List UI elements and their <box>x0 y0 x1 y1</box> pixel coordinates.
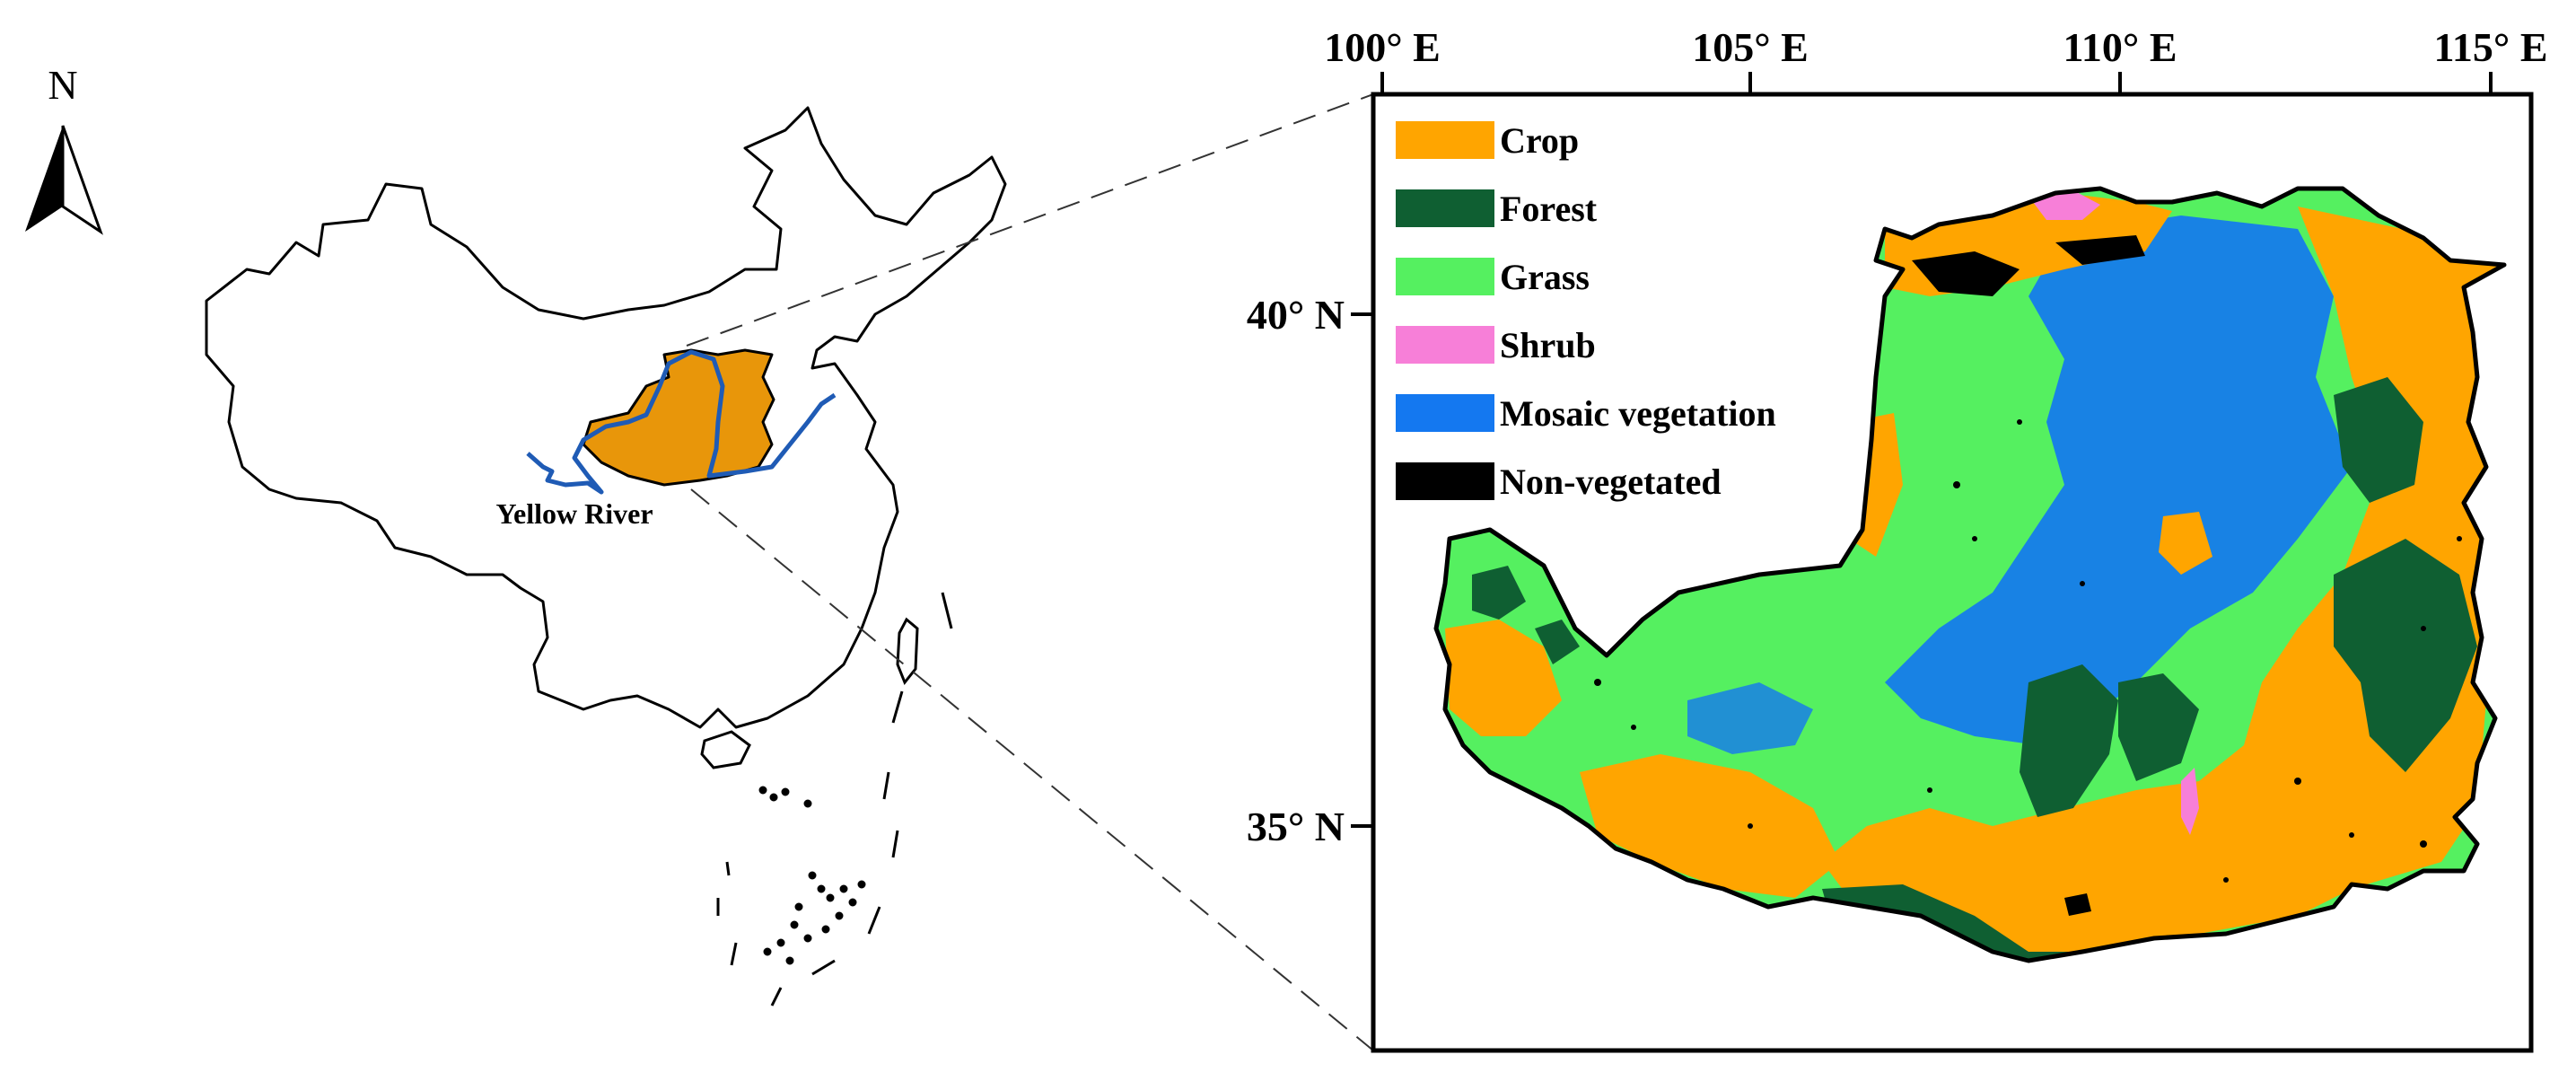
landcover-forest <box>2334 539 2477 772</box>
legend-label: Mosaic vegetation <box>1500 393 1776 434</box>
taiwan-island <box>896 617 919 685</box>
landcover-nonvegetated <box>1912 251 2020 296</box>
zoom-line-bottom <box>690 488 1374 1051</box>
hainan-island <box>700 730 751 769</box>
legend-swatch-shrub <box>1396 326 1494 364</box>
landcover-crop <box>2159 512 2212 575</box>
landcover-forest <box>1535 620 1580 664</box>
legend-swatch-crop <box>1396 121 1494 159</box>
lon-tick-label: 100° E <box>1324 24 1441 70</box>
yellow-river <box>526 349 837 495</box>
north-arrow: N <box>25 62 103 235</box>
landcover-crop <box>1445 620 1562 736</box>
landcover-forest <box>2334 377 2423 503</box>
legend-label: Crop <box>1500 120 1579 161</box>
legend-swatch-forest <box>1396 189 1494 227</box>
zoom-line-top <box>686 93 1374 347</box>
lon-tick-label: 115° E <box>2433 24 2547 70</box>
legend-label: Shrub <box>1500 325 1596 365</box>
landcover-nonvegetated <box>2064 893 2091 916</box>
north-arrow-right-half-icon <box>61 125 103 235</box>
river-label: Yellow River <box>495 497 653 530</box>
landcover-forest <box>1472 566 1526 620</box>
landcover-mosaic <box>1687 682 1813 754</box>
legend-swatch-grass <box>1396 258 1494 295</box>
landcover-forest <box>2118 673 2199 781</box>
detail-map: 100° E 105° E 110° E 115° E 40° N 35° N <box>1247 24 2548 1053</box>
legend-swatch-non-vegetated <box>1396 462 1494 500</box>
landcover-mosaic <box>1885 215 2352 745</box>
landcover-forest <box>2020 664 2118 817</box>
landcover-shrub <box>2181 768 2199 835</box>
landcover-nonvegetated-specks <box>1594 419 2462 883</box>
zoom-lines <box>686 93 1374 1051</box>
lat-ticks <box>1351 312 1373 828</box>
overview-map: Yellow River <box>205 106 1007 1006</box>
lon-tick-label: 105° E <box>1692 24 1809 70</box>
south-sea-islands <box>716 592 953 1006</box>
plateau-outline <box>1433 186 2507 963</box>
landcover-crop <box>1822 207 2504 952</box>
lat-tick-label: 40° N <box>1247 292 1345 338</box>
north-arrow-left-half-icon <box>25 126 63 232</box>
landcover-nonvegetated <box>2055 235 2145 265</box>
legend: Crop Forest Grass Shrub Mosaic vegetation Non… <box>1396 120 1776 502</box>
legend-label: Grass <box>1500 257 1590 297</box>
north-arrow-label: N <box>48 62 77 108</box>
lon-ticks <box>1380 72 2493 94</box>
landcover-shrub <box>2033 190 2100 220</box>
lat-tick-label: 35° N <box>1247 804 1345 849</box>
landcover-crop <box>1580 754 1840 898</box>
legend-label: Forest <box>1500 189 1598 229</box>
lon-tick-label: 110° E <box>2063 24 2177 70</box>
legend-label: Non-vegetated <box>1500 461 1722 502</box>
legend-swatch-mosaic-vegetation <box>1396 394 1494 432</box>
